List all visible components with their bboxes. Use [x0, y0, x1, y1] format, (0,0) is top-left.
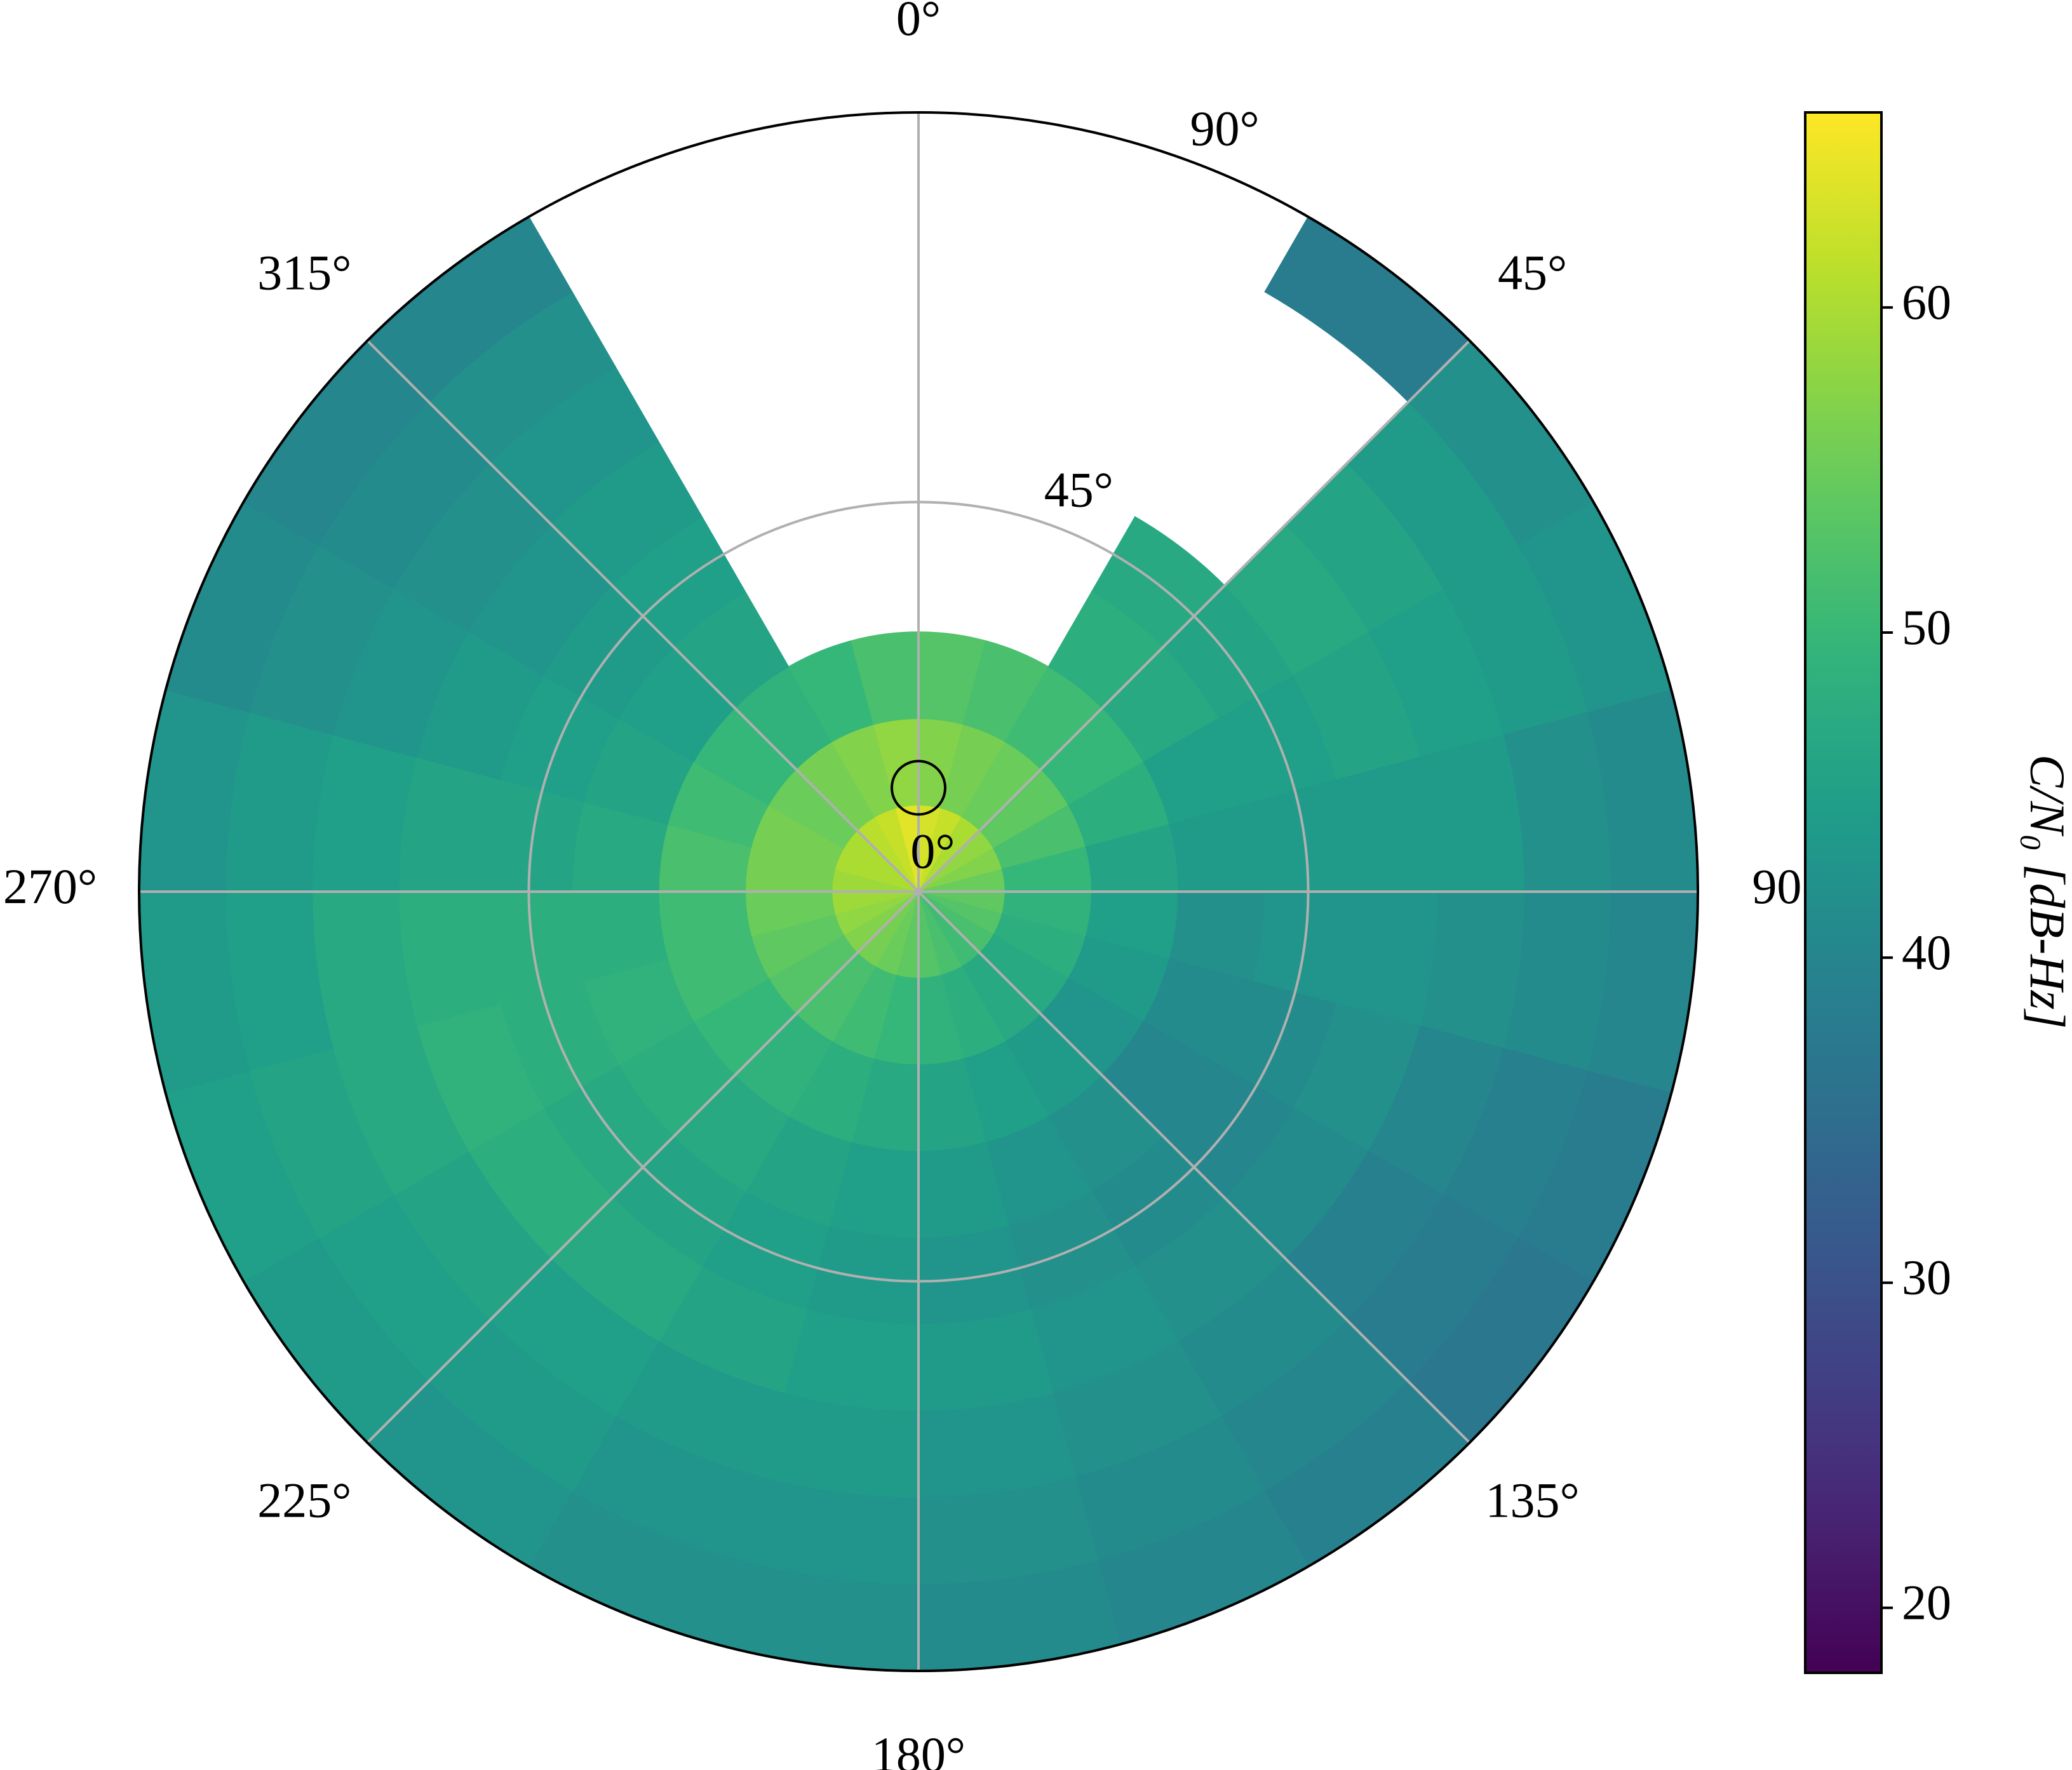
- marker: [891, 760, 946, 816]
- colorbar-tick-label: 50: [1902, 600, 1951, 655]
- r-tick-label: 0°: [910, 823, 955, 878]
- heatmap-cell: [1336, 756, 1439, 892]
- theta-tick-label: 180°: [871, 1727, 965, 1770]
- r-grid-line: [527, 500, 1310, 1283]
- heatmap-cell: [1336, 891, 1439, 1027]
- theta-tick-label: 315°: [257, 245, 351, 300]
- heatmap-cell: [398, 756, 501, 892]
- heatmap-cell: [918, 1309, 1054, 1412]
- r-tick-label: 90°: [1190, 101, 1260, 156]
- r-tick-label: 45°: [1044, 462, 1113, 517]
- theta-tick-label: 225°: [257, 1473, 351, 1528]
- axes: 0°45°90°135°180°225°270°315°0°45°90°: [3, 0, 1822, 1770]
- theta-tick-label: 45°: [1498, 245, 1567, 300]
- theta-tick-label: 0°: [896, 0, 941, 46]
- colorbar: [1804, 111, 1883, 1674]
- colorbar-label: C/N₀ [dB-Hz]: [2020, 754, 2072, 1029]
- colorbar-tick-label: 20: [1902, 1575, 1951, 1630]
- polar-frame: [138, 111, 1699, 1672]
- theta-tick-label: 135°: [1486, 1473, 1580, 1528]
- colorbar-tick-label: 60: [1902, 274, 1951, 330]
- colorbar-tick-label: 40: [1902, 925, 1951, 980]
- heatmap-cell: [783, 1309, 919, 1412]
- heatmap-cell: [398, 891, 501, 1027]
- colorbar-tick-label: 30: [1902, 1250, 1951, 1305]
- theta-tick-label: 270°: [3, 859, 97, 914]
